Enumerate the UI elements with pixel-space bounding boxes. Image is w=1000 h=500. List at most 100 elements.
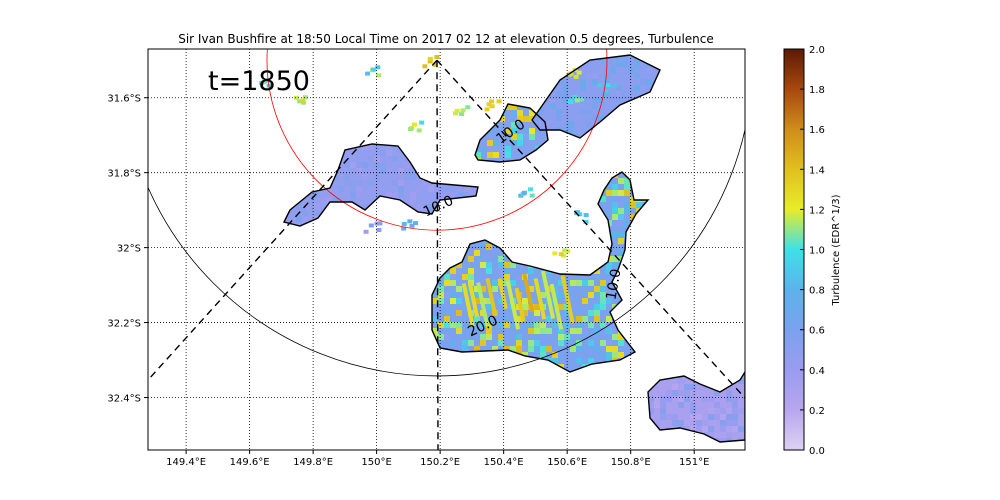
field-pixel	[568, 127, 574, 133]
echo-speck	[573, 74, 579, 79]
field-pixel	[410, 198, 416, 204]
field-pixel	[510, 322, 516, 328]
field-pixel	[600, 196, 606, 202]
field-pixel	[738, 378, 744, 384]
echo-speck	[416, 128, 422, 133]
echo-speck	[422, 64, 428, 69]
field-pixel	[678, 402, 684, 408]
field-pixel	[678, 396, 684, 402]
x-tick-label: 149.4°E	[166, 457, 206, 468]
cell-west-contour	[282, 143, 479, 227]
field-pixel	[314, 192, 320, 198]
field-pixel	[622, 55, 628, 61]
field-pixel	[410, 192, 416, 198]
field-pixel	[696, 414, 702, 420]
field-pixel	[612, 178, 618, 184]
echo-speck	[407, 219, 413, 224]
field-pixel	[574, 115, 580, 121]
field-pixel	[481, 152, 487, 158]
echo-speck	[605, 83, 611, 88]
field-pixel	[610, 61, 616, 67]
field-pixel	[468, 298, 474, 304]
field-pixel	[558, 292, 564, 298]
colorbar-tick-label: 0.2	[809, 406, 825, 417]
field-pixel	[618, 178, 624, 184]
x-axis: 149.4°E 149.6°E 149.8°E 150°E 150.2°E 150.4°E…	[166, 450, 709, 468]
field-pixel	[511, 104, 517, 110]
field-pixel	[732, 396, 738, 402]
field-pixel	[598, 97, 604, 103]
field-pixel	[726, 402, 732, 408]
field-pixel	[616, 55, 622, 61]
echo-speck	[521, 190, 527, 195]
field-pixel	[344, 174, 350, 180]
field-pixel	[600, 340, 606, 346]
field-pixel	[410, 174, 416, 180]
field-pixel	[428, 210, 434, 216]
field-pixel	[398, 180, 404, 186]
field-pixel	[522, 286, 528, 292]
field-pixel	[362, 162, 368, 168]
field-pixel	[444, 310, 450, 316]
field-pixel	[612, 232, 618, 238]
field-pixel	[416, 204, 422, 210]
field-pixel	[720, 414, 726, 420]
radar-radial	[436, 60, 439, 450]
field-pixel	[474, 256, 480, 262]
field-pixel	[404, 186, 410, 192]
field-pixel	[314, 210, 320, 216]
field-pixel	[450, 298, 456, 304]
field-pixel	[600, 304, 606, 310]
echo-speck	[300, 100, 306, 105]
field-pixel	[356, 186, 362, 192]
field-pixel	[380, 144, 386, 150]
field-pixel	[486, 346, 492, 352]
field-pixel	[606, 316, 612, 322]
field-pixel	[517, 140, 523, 146]
field-pixel	[600, 286, 606, 292]
field-pixel	[606, 262, 612, 268]
field-pixel	[576, 346, 582, 352]
field-pixel	[738, 408, 744, 414]
echo-speck	[574, 98, 580, 103]
field-pixel	[392, 180, 398, 186]
field-pixel	[672, 384, 678, 390]
field-pixel	[624, 220, 630, 226]
field-pixel	[550, 103, 556, 109]
field-pixel	[438, 280, 444, 286]
field-pixel	[492, 286, 498, 292]
field-pixel	[600, 292, 606, 298]
field-pixel	[444, 316, 450, 322]
field-pixel	[528, 346, 534, 352]
field-pixel	[612, 262, 618, 268]
field-pixel	[480, 322, 486, 328]
field-pixel	[344, 180, 350, 186]
field-pixel	[474, 316, 480, 322]
field-pixel	[538, 109, 544, 115]
field-pixel	[504, 334, 510, 340]
field-pixel	[562, 127, 568, 133]
field-pixel	[511, 128, 517, 134]
field-pixel	[464, 186, 470, 192]
field-pixel	[576, 316, 582, 322]
colorbar-tick-label: 1.8	[809, 85, 825, 96]
field-pixel	[600, 328, 606, 334]
field-pixel	[432, 298, 438, 304]
field-pixel	[592, 103, 598, 109]
field-pixel	[600, 280, 606, 286]
field-pixel	[505, 152, 511, 158]
field-pixel	[720, 420, 726, 426]
field-pixel	[612, 322, 618, 328]
colorbar-tick-label: 0.4	[809, 366, 825, 377]
field-pixel	[487, 140, 493, 146]
field-pixel	[462, 346, 468, 352]
field-pixel	[487, 152, 493, 158]
field-pixel	[450, 274, 456, 280]
colorbar-tick-label: 1.4	[809, 165, 825, 176]
field-pixel	[492, 280, 498, 286]
field-pixel	[308, 198, 314, 204]
field-pixel	[308, 192, 314, 198]
field-pixel	[374, 174, 380, 180]
field-pixel	[492, 346, 498, 352]
colorbar-tick-label: 0.8	[809, 286, 825, 297]
